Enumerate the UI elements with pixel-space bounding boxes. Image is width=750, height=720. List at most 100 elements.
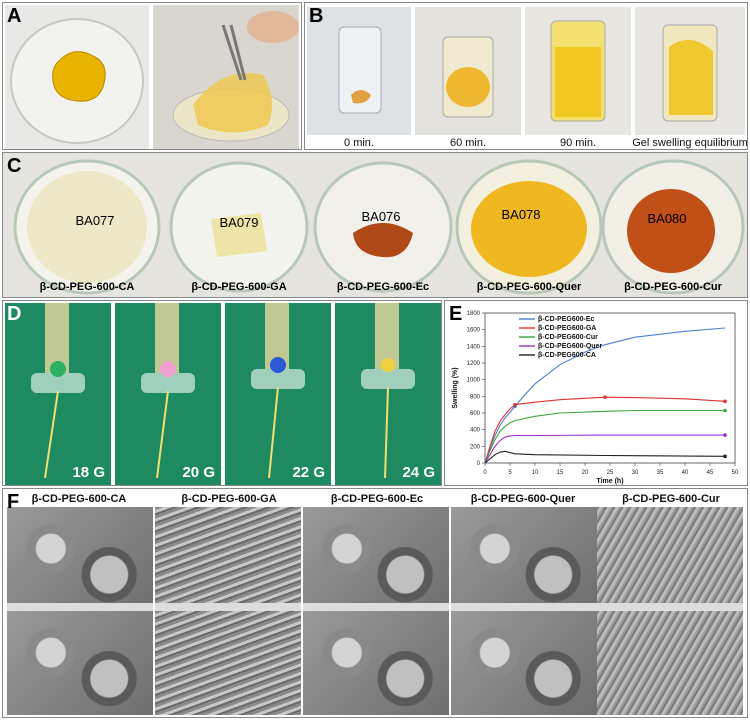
plot-frame: [484, 312, 736, 464]
panel-f: F β-CD-PEG-600-CA β-CD-PEG-600-GA β-CD-P…: [2, 488, 748, 718]
series-line-2: [484, 409, 725, 464]
syringe-24g-photo: 24 G: [335, 303, 441, 485]
data-point-5: [723, 433, 727, 437]
sem-image-ca-low-mag: [7, 507, 153, 611]
x-tick-label: 45: [707, 470, 714, 476]
sem-image-cur-low-mag: [597, 507, 743, 611]
dish-code-ec: BA076: [361, 209, 401, 224]
data-point-6: [723, 454, 727, 459]
x-tick-label: 30: [632, 470, 639, 476]
dishes-photo: [13, 159, 745, 295]
gauge-20g: 20 G: [182, 464, 215, 481]
series-line-4: [484, 450, 726, 464]
panel-label-d: D: [7, 303, 22, 325]
vial-60min-photo: [415, 7, 521, 135]
data-point-2: [603, 395, 607, 399]
panel-a: A: [2, 2, 302, 150]
y-tick-label: 800: [470, 394, 481, 400]
sample-label-ca: β-CD-PEG-600-CA: [39, 281, 135, 293]
x-tick-label: 15: [557, 470, 564, 476]
legend-label-3: β-CD-PEG600-Quer: [538, 343, 602, 350]
x-tick-label: 20: [582, 470, 589, 476]
syringe-22g-photo: 22 G: [225, 303, 331, 485]
sem-scale-bar: [303, 603, 449, 611]
legend-label-0: β-CD-PEG600-Ec: [538, 316, 595, 323]
x-tick-label: 35: [657, 470, 664, 476]
swelling-chart: 0 5 10 15 20 25 30 35 40 45 50 0 200 400 600 800 1000 120…: [452, 311, 739, 485]
data-point-3: [723, 399, 727, 404]
sem-scale-bar: [155, 603, 301, 611]
x-tick-label: 10: [532, 470, 539, 476]
gauge-22g: 22 G: [292, 464, 325, 481]
sem-image-quer-high-mag: [451, 611, 597, 715]
y-tick-label: 1600: [467, 328, 481, 334]
dish-code-ca: BA077: [75, 213, 115, 228]
vial-90min-photo: [525, 7, 631, 135]
vial-0min-photo: [307, 7, 411, 135]
x-tick-label: 40: [682, 470, 689, 476]
y-tick-label: 1000: [467, 378, 481, 384]
y-tick-label: 400: [470, 428, 481, 434]
sample-label-ga: β-CD-PEG-600-GA: [191, 281, 287, 293]
vial-equilibrium-photo: [635, 7, 745, 135]
sem-image-ec-high-mag: [303, 611, 449, 715]
sem-title-ec: β-CD-PEG-600-Ec: [330, 493, 424, 505]
x-tick-label: 5: [508, 470, 512, 476]
sample-label-cur: β-CD-PEG-600-Cur: [624, 281, 722, 293]
series-line-0: [484, 327, 726, 464]
sem-title-cur: β-CD-PEG-600-Cur: [622, 493, 720, 505]
sample-label-quer: β-CD-PEG-600-Quer: [476, 281, 582, 293]
y-tick-label: 1200: [467, 361, 481, 367]
gauge-24g: 24 G: [402, 464, 435, 481]
series-line-3: [484, 434, 725, 464]
x-tick-label: 50: [732, 470, 739, 476]
y-tick-label: 1800: [467, 311, 481, 317]
panel-label-a: A: [7, 5, 22, 27]
sem-scale-bar: [7, 603, 153, 611]
sem-image-ga-low-mag: [155, 507, 301, 611]
sem-image-ca-high-mag: [7, 611, 153, 715]
x-tick-label: 25: [607, 470, 614, 476]
caption-60min: 60 min.: [449, 137, 487, 149]
caption-equilibrium: Gel swelling equilibrium: [632, 137, 748, 149]
sem-image-cur-high-mag: [597, 611, 743, 715]
x-axis-label: Time (h): [596, 478, 623, 485]
sem-scale-bar: [597, 603, 743, 611]
y-tick-label: 600: [470, 411, 481, 417]
sem-title-ca: β-CD-PEG-600-CA: [31, 493, 127, 505]
sem-scale-bar: [451, 603, 597, 611]
dish-code-quer: BA078: [501, 207, 541, 222]
legend-label-2: β-CD-PEG600-Cur: [538, 334, 598, 341]
panel-label-c: C: [7, 155, 22, 177]
dish-code-ga: BA079: [219, 215, 259, 230]
panel-b: B 0 min. 60 min. 90 min. Gel swelling eq…: [304, 2, 748, 150]
legend-label-1: β-CD-PEG600-GA: [538, 325, 596, 332]
syringe-18g-photo: 18 G: [5, 303, 111, 485]
panel-label-e: E: [449, 303, 463, 325]
panel-d: D 18 G 20 G 22 G 24 G: [2, 300, 442, 486]
y-tick-label: 1400: [467, 344, 481, 350]
legend-label-4: β-CD-PEG600-CA: [538, 352, 596, 359]
data-point-4: [723, 408, 727, 413]
sample-label-ec: β-CD-PEG-600-Ec: [336, 281, 430, 293]
sem-title-ga: β-CD-PEG-600-GA: [181, 493, 277, 505]
sem-image-ga-high-mag: [155, 611, 301, 715]
gauge-18g: 18 G: [72, 464, 105, 481]
petri-dish-photo: [5, 5, 149, 149]
panel-e: E 0 5 10 15 20 25 30 35 40 45 50 0 200 400 600 800 1000 1…: [444, 300, 748, 486]
y-tick-label: 0: [477, 461, 481, 467]
caption-90min: 90 min.: [559, 137, 597, 149]
series-line-1: [484, 396, 726, 464]
panel-label-f: F: [7, 491, 20, 513]
caption-0min: 0 min.: [344, 137, 374, 149]
data-point-1: [513, 402, 517, 407]
dish-code-cur: BA080: [647, 211, 687, 226]
x-tick-label: 0: [483, 470, 487, 476]
gel-tweezers-photo: [153, 5, 299, 149]
sem-image-quer-low-mag: [451, 507, 597, 611]
y-axis-label: Swelling (%): [452, 367, 459, 408]
sem-image-ec-low-mag: [303, 507, 449, 611]
panel-c: C BA077 BA079 BA076 BA078 BA080 β-CD-PEG…: [2, 152, 748, 298]
syringe-20g-photo: 20 G: [115, 303, 221, 485]
panel-label-b: B: [309, 5, 324, 27]
